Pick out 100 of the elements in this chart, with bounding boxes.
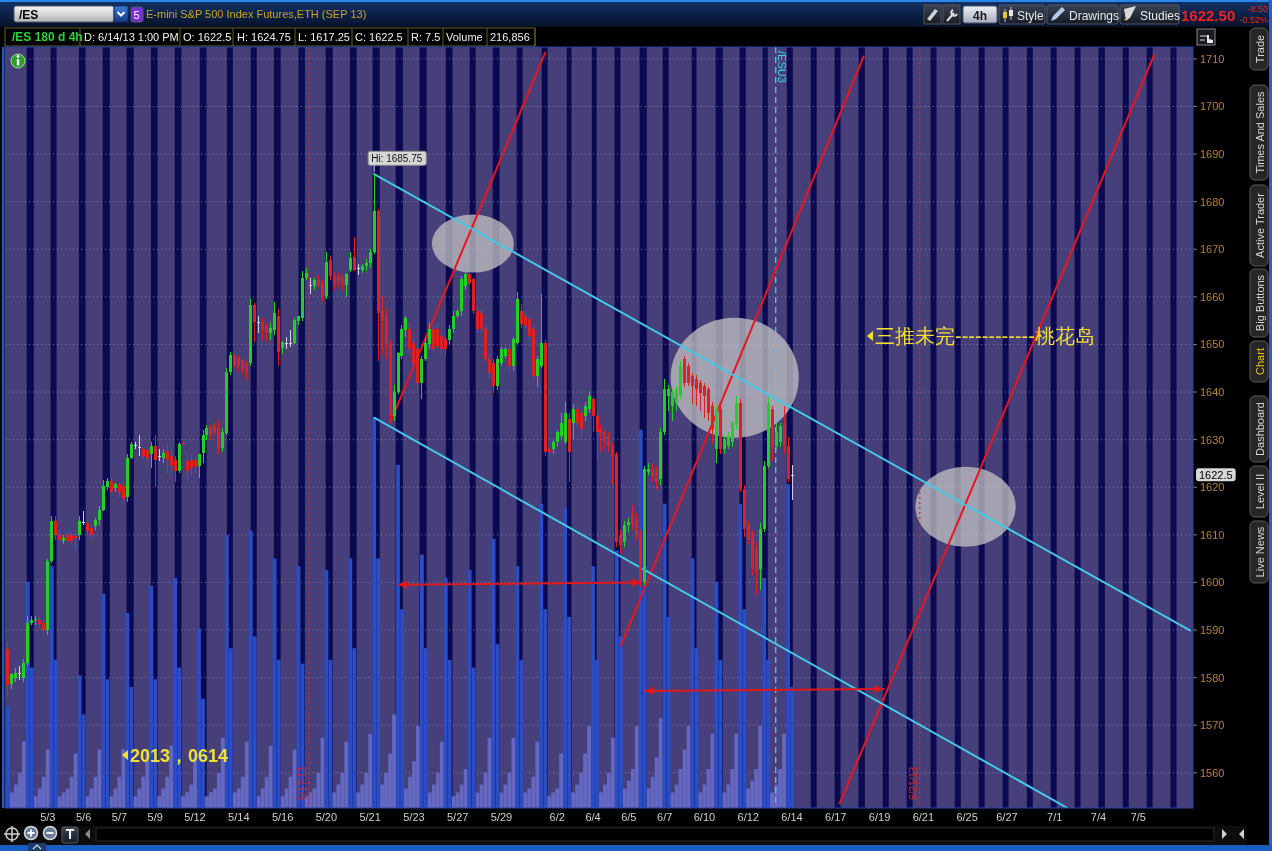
text: -0.52% bbox=[1239, 15, 1268, 25]
bar bbox=[6, 706, 10, 808]
text: 1622.50 bbox=[1181, 7, 1236, 24]
text: /ES bbox=[19, 8, 39, 22]
text: Times And Sales bbox=[1253, 90, 1266, 174]
y-tick-label: 1620 bbox=[1200, 481, 1225, 494]
bar bbox=[559, 753, 564, 808]
x-tick-label: 5/27 bbox=[447, 811, 469, 823]
text: 216,856 bbox=[490, 31, 530, 43]
text: Drawings bbox=[1069, 9, 1120, 23]
bar bbox=[248, 531, 253, 808]
bar bbox=[21, 741, 26, 808]
y-tick-label: 1580 bbox=[1200, 671, 1225, 684]
x-tick-label: 7/4 bbox=[1090, 811, 1107, 823]
bar bbox=[738, 503, 743, 808]
bar bbox=[181, 796, 186, 808]
bar bbox=[782, 733, 786, 808]
bar bbox=[344, 741, 349, 808]
text: D: 6/14/13 1:00 PM bbox=[84, 31, 179, 43]
bar bbox=[368, 733, 373, 808]
annotation: Hi: 1685.75 bbox=[371, 152, 423, 164]
bar bbox=[662, 503, 667, 808]
bar bbox=[615, 550, 619, 808]
bar bbox=[268, 745, 273, 808]
x-tick-label: 5/9 bbox=[147, 811, 163, 823]
y-tick-label: 1680 bbox=[1200, 195, 1225, 208]
candlestick bbox=[74, 530, 77, 552]
y-tick-label: 1700 bbox=[1200, 100, 1225, 113]
bar bbox=[443, 577, 448, 808]
text: R: 7.5 bbox=[411, 31, 441, 43]
x-tick-label: 6/19 bbox=[868, 811, 891, 823]
bar bbox=[734, 733, 739, 808]
bar bbox=[372, 417, 377, 808]
annotation: /ESU3 bbox=[775, 51, 788, 83]
candlestick bbox=[791, 464, 794, 501]
candlestick bbox=[257, 315, 260, 333]
x-tick-label: 5/20 bbox=[315, 811, 338, 823]
bar bbox=[73, 753, 78, 808]
bar bbox=[348, 558, 353, 808]
y-tick-label: 1560 bbox=[1200, 766, 1225, 779]
text: Active Trader bbox=[1253, 192, 1266, 258]
bar bbox=[587, 726, 591, 808]
bar bbox=[61, 792, 66, 808]
bar bbox=[57, 796, 62, 808]
text: Volume bbox=[446, 31, 483, 43]
candlestick bbox=[18, 665, 21, 680]
x-tick-label: 5/14 bbox=[228, 811, 250, 823]
y-tick-label: 1650 bbox=[1200, 338, 1225, 351]
y-tick-label: 1640 bbox=[1200, 386, 1225, 399]
bar bbox=[762, 577, 767, 808]
bar bbox=[320, 737, 325, 808]
x-tick-label: 5/12 bbox=[184, 811, 206, 823]
text: -8.50 bbox=[1247, 4, 1268, 14]
candlestick bbox=[82, 511, 85, 526]
bar bbox=[416, 726, 420, 808]
x-tick-label: 5/16 bbox=[271, 811, 294, 823]
x-tick-label: 6/27 bbox=[996, 811, 1018, 823]
bar bbox=[547, 796, 552, 808]
bar bbox=[272, 558, 277, 808]
x-tick-label: 7/5 bbox=[1130, 811, 1146, 823]
y-tick-label: 1630 bbox=[1200, 433, 1225, 446]
text: Chart bbox=[1253, 348, 1266, 375]
bar bbox=[634, 726, 639, 808]
text: 5 bbox=[133, 9, 140, 21]
text: Level II bbox=[1253, 473, 1266, 510]
bar bbox=[611, 737, 615, 808]
x-tick-label: 5/3 bbox=[40, 811, 56, 823]
text: H: 1624.75 bbox=[237, 31, 291, 43]
bar bbox=[209, 792, 213, 808]
text: Big Buttons bbox=[1253, 274, 1266, 332]
x-tick-label: 6/4 bbox=[585, 811, 601, 823]
x-tick-label: 5/7 bbox=[111, 811, 128, 823]
y-tick-label: 1600 bbox=[1200, 576, 1225, 589]
bar bbox=[324, 570, 329, 808]
y-tick-label: 1710 bbox=[1200, 52, 1225, 65]
bar bbox=[173, 577, 178, 808]
annotation: 5/17/13 bbox=[296, 766, 308, 800]
x-tick-label: 6/17 bbox=[825, 811, 847, 823]
candlestick bbox=[309, 277, 312, 295]
text: L: 1617.25 bbox=[298, 31, 350, 43]
x-tick-label: 6/2 bbox=[549, 811, 565, 823]
bar bbox=[786, 484, 790, 808]
x-tick-label: 6/21 bbox=[912, 811, 935, 823]
bar bbox=[232, 792, 237, 808]
text: 4h bbox=[972, 9, 988, 23]
annotation: 三推未完------------桃花岛 bbox=[875, 325, 1095, 347]
text: /ES 180 d 4h bbox=[12, 30, 83, 44]
bar bbox=[77, 675, 82, 808]
x-tick-label: 7/1 bbox=[1047, 811, 1063, 823]
y-tick-label: 1690 bbox=[1200, 148, 1225, 161]
annotation: 2013，0614 bbox=[130, 746, 229, 766]
text: Dashboard bbox=[1253, 402, 1266, 456]
bar bbox=[244, 741, 249, 808]
x-tick-label: 6/14 bbox=[781, 811, 803, 823]
y-tick-label: 1610 bbox=[1200, 528, 1225, 541]
text: Style bbox=[1017, 9, 1044, 23]
candlestick bbox=[138, 434, 141, 457]
bar bbox=[419, 554, 424, 808]
x-tick-label: 5/23 bbox=[403, 811, 425, 823]
bar bbox=[591, 566, 595, 808]
